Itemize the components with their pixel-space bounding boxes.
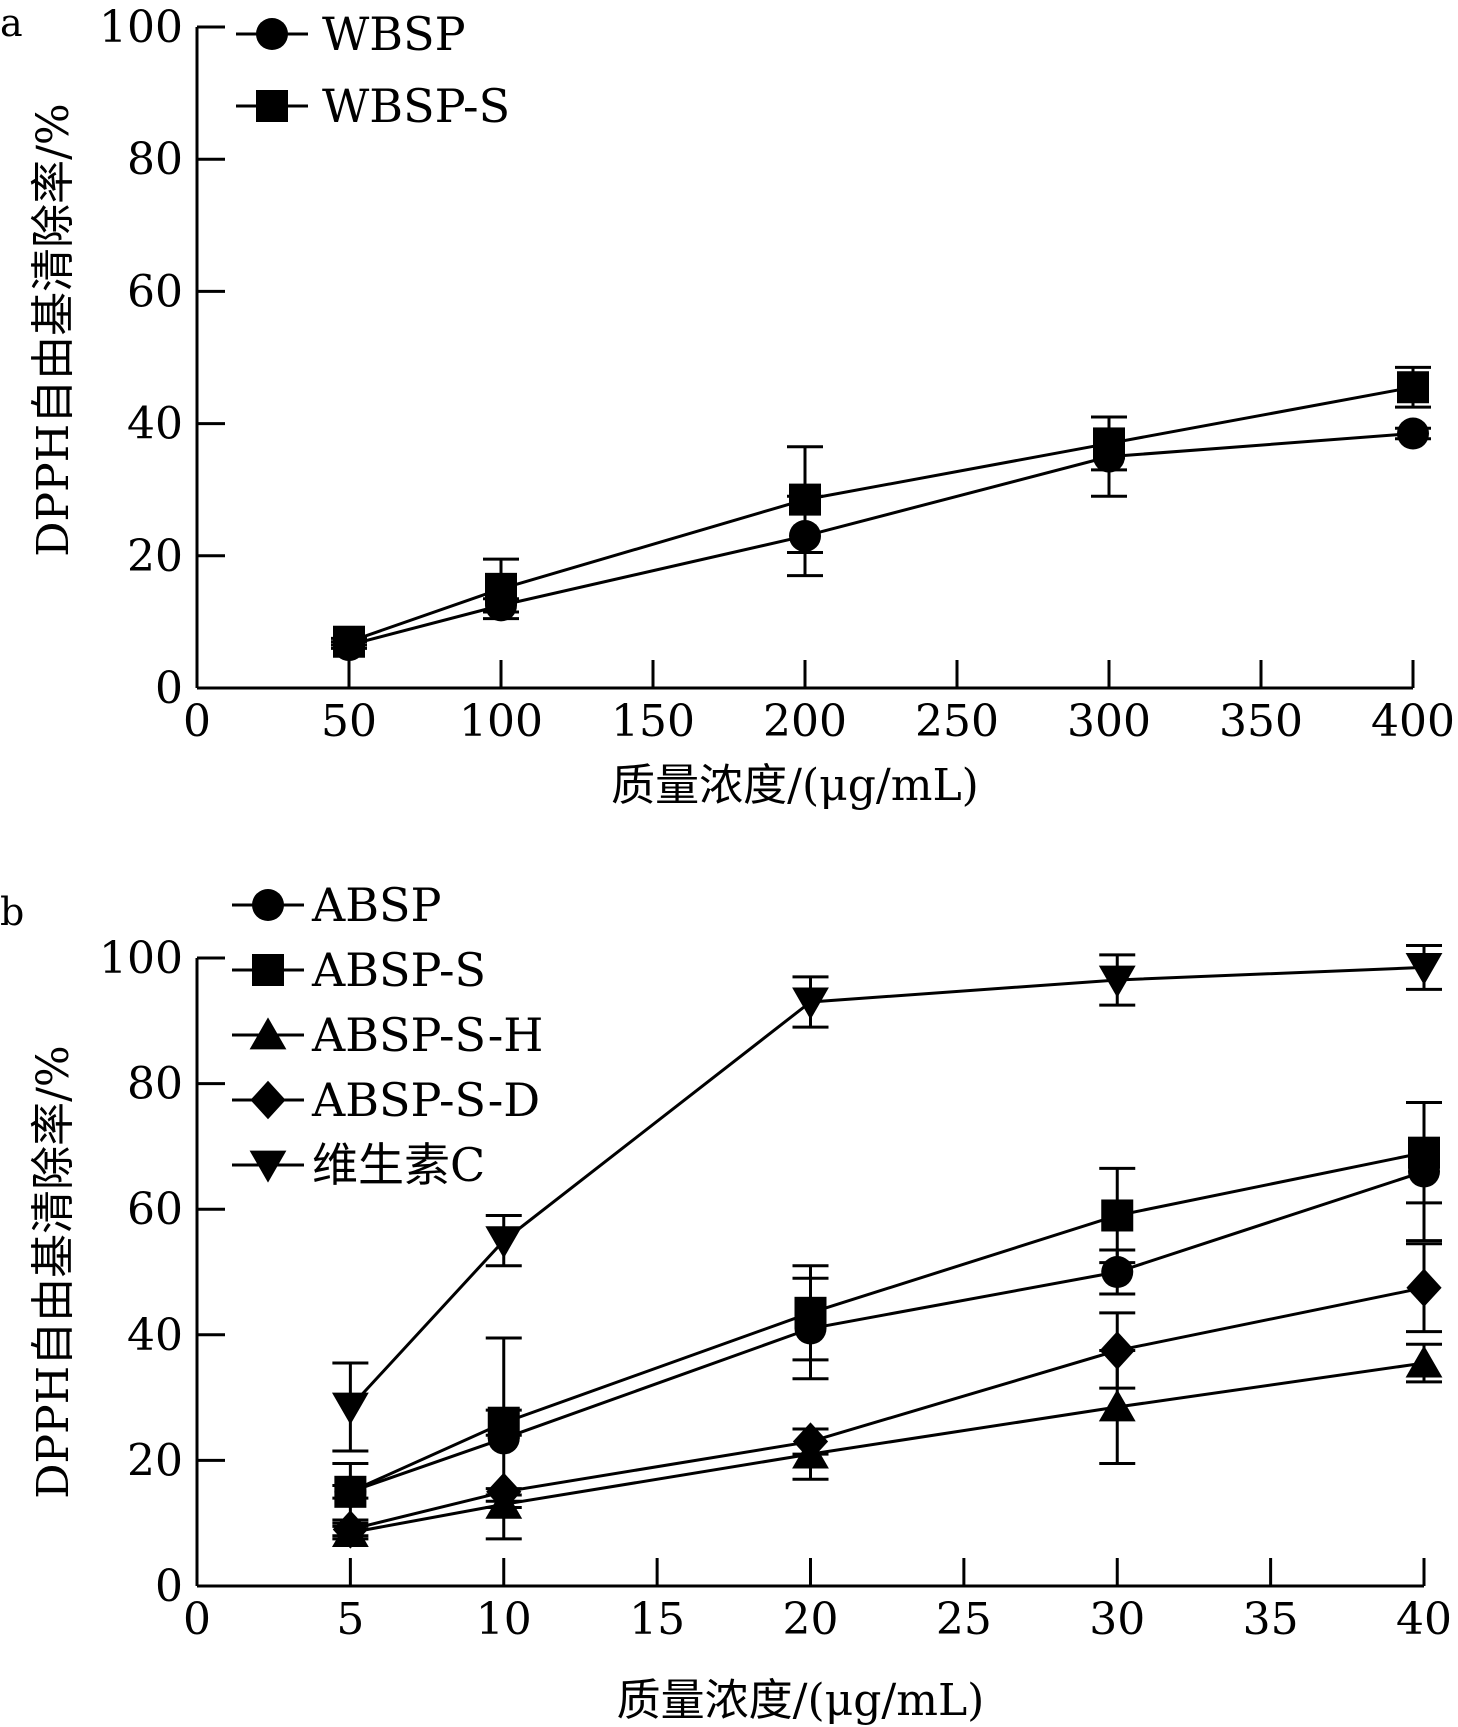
x-tick-label: 0 (183, 1594, 211, 1645)
x-tick-label: 50 (321, 696, 377, 747)
x-tick-label: 35 (1243, 1594, 1299, 1645)
legend-label: 维生素C (312, 1138, 485, 1192)
series-WBSP (331, 415, 1431, 662)
data-point (1405, 953, 1443, 986)
data-point (794, 1296, 827, 1329)
x-tick-label: 400 (1371, 696, 1455, 747)
series-ABSP (332, 1100, 1442, 1541)
legend-label: WBSP-S (322, 79, 510, 133)
x-tick-label: 40 (1396, 1594, 1452, 1645)
x-axis-title: 质量浓度/(μg/mL) (611, 760, 979, 811)
legend-marker (250, 1080, 286, 1120)
panel-b: b 0 20 40 60 80 100 0 5 10 15 20 25 30 35 40 DPPH自由基清除率/… (0, 878, 1452, 1726)
data-point (485, 1226, 523, 1259)
data-point (333, 625, 365, 658)
y-tick-label: 100 (99, 2, 183, 53)
x-tick-label: 200 (763, 696, 847, 747)
legend-label: ABSP (311, 878, 442, 932)
series-WBSP-S (331, 365, 1431, 658)
y-tick-label: 20 (127, 1435, 183, 1486)
x-tick-label: 0 (183, 696, 211, 747)
panel-label: b (0, 890, 24, 934)
data-point (486, 1472, 522, 1511)
legend-label: ABSP-S-H (311, 1008, 543, 1062)
legend-marker (252, 954, 284, 986)
data-point (1405, 1345, 1443, 1378)
data-point (1397, 371, 1429, 404)
data-point (1408, 1136, 1440, 1169)
y-axis-title: DPPH自由基清除率/% (28, 1045, 79, 1499)
panel-a: a 0 20 40 60 80 100 0 50 100 150 200 250 300 350 400 DPP… (0, 1, 1455, 811)
x-axis-title: 质量浓度/(μg/mL) (617, 1675, 985, 1726)
legend-label: ABSP-S-D (311, 1073, 540, 1127)
data-point (487, 1406, 520, 1439)
y-tick-label: 40 (127, 399, 183, 450)
y-tick-label: 20 (127, 531, 183, 582)
data-point (485, 572, 517, 605)
y-tick-label: 0 (155, 663, 183, 714)
y-tick-label: 100 (99, 933, 183, 984)
data-point (1093, 427, 1125, 460)
data-point (332, 1510, 368, 1549)
x-tick-label: 15 (629, 1594, 685, 1645)
data-point (334, 1475, 367, 1508)
panel-label: a (0, 1, 23, 45)
y-tick-label: 80 (127, 1059, 183, 1110)
x-tick-label: 30 (1089, 1594, 1145, 1645)
series-ABSP-S-D (332, 1242, 1442, 1549)
legend-marker (252, 889, 284, 921)
data-point (792, 987, 829, 1020)
y-tick-label: 40 (127, 1310, 183, 1361)
x-tick-label: 150 (611, 696, 695, 747)
data-point (1098, 1389, 1136, 1422)
x-tick-label: 300 (1067, 696, 1151, 747)
x-tick-label: 5 (336, 1594, 364, 1645)
data-point (792, 1422, 829, 1461)
data-point (1098, 965, 1136, 998)
data-point (1101, 1199, 1134, 1232)
x-tick-label: 20 (783, 1594, 839, 1645)
data-point (1397, 417, 1429, 450)
y-tick-label: 60 (127, 1184, 183, 1235)
x-tick-label: 250 (915, 696, 999, 747)
data-point (1099, 1331, 1135, 1370)
legend-marker (249, 1150, 287, 1183)
series-ABSP-S (332, 1100, 1442, 1508)
legend-marker (256, 90, 288, 122)
x-tick-label: 10 (476, 1594, 532, 1645)
legend-marker (256, 18, 288, 50)
y-tick-label: 60 (127, 266, 183, 317)
x-tick-label: 350 (1219, 696, 1303, 747)
data-point (789, 483, 821, 516)
series-维生素C (331, 943, 1443, 1453)
legend-marker (249, 1017, 287, 1050)
y-tick-label: 0 (155, 1561, 183, 1612)
legend-label: ABSP-S (311, 943, 486, 997)
x-tick-label: 25 (936, 1594, 992, 1645)
data-point (331, 1392, 369, 1425)
x-tick-label: 100 (459, 696, 543, 747)
legend-label: WBSP (322, 7, 466, 61)
y-tick-label: 80 (127, 134, 183, 185)
data-point (1406, 1268, 1442, 1307)
y-axis-title: DPPH自由基清除率/% (28, 103, 79, 557)
